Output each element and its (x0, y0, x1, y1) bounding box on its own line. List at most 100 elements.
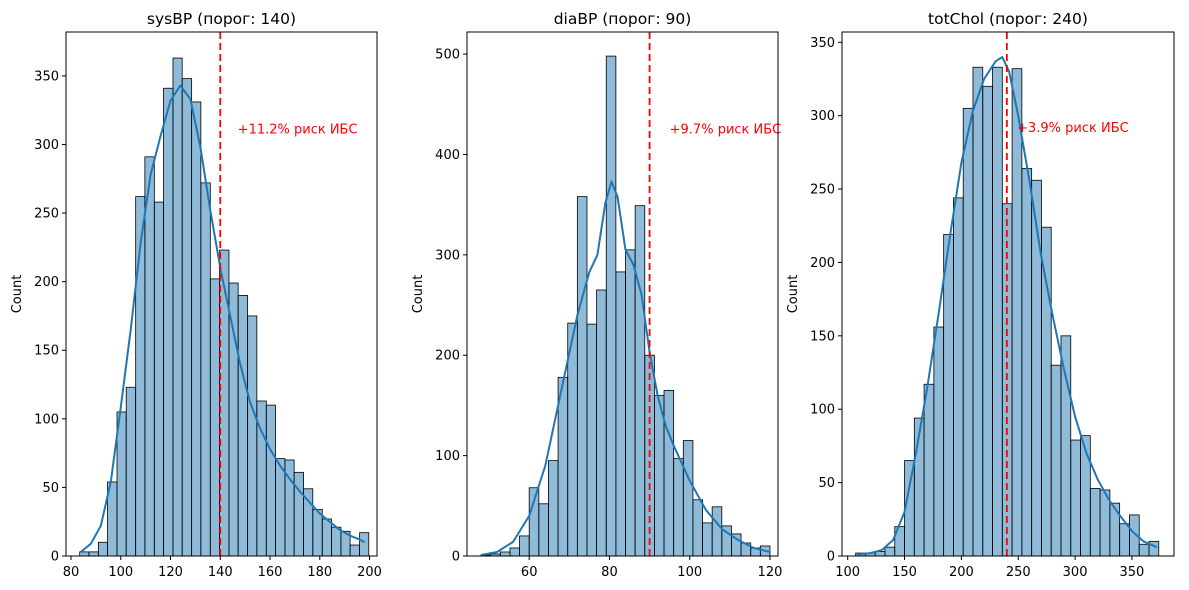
histogram-bar (209, 278, 220, 557)
histogram-bar (933, 326, 945, 557)
histogram-bar (1119, 523, 1130, 557)
histogram-bar (596, 289, 607, 557)
histogram-bar (228, 282, 239, 557)
histogram-bar (711, 506, 723, 557)
histogram-bar (312, 508, 323, 557)
histogram-bar (992, 66, 1003, 557)
histogram-bar (247, 315, 258, 557)
x-tick-label: 180 (307, 565, 332, 580)
histogram-bar (625, 249, 636, 557)
histogram-bar (1031, 179, 1042, 557)
y-tick-label: 500 (435, 48, 460, 63)
histogram-bar (615, 271, 626, 557)
histogram-bar (557, 376, 569, 557)
histogram-bar (237, 294, 249, 557)
y-tick-label: 100 (810, 403, 835, 418)
y-tick-label: 300 (435, 248, 460, 263)
y-tick-label: 250 (34, 207, 59, 222)
histogram-bar (654, 394, 665, 557)
histogram-bar (538, 503, 549, 557)
y-tick-label: 100 (34, 412, 59, 427)
histogram-bar (1138, 543, 1150, 557)
x-tick-label: 60 (521, 565, 538, 580)
kde-curve (856, 56, 1158, 556)
histogram-bar (1060, 335, 1072, 557)
histogram-bar (702, 522, 713, 557)
y-tick-label: 400 (435, 148, 460, 163)
histogram-bar (321, 518, 332, 557)
histogram-bar (200, 182, 211, 557)
histogram-bar (634, 205, 646, 557)
histogram-bar (172, 57, 183, 557)
y-tick-label: 150 (34, 344, 59, 359)
risk-annotation: +11.2% риск ИБС (238, 123, 358, 138)
x-tick-label: 80 (601, 565, 618, 580)
histogram-bar (275, 458, 286, 557)
histogram-bar (88, 551, 99, 557)
x-tick-label: 250 (1006, 565, 1031, 580)
x-tick-label: 100 (108, 565, 133, 580)
y-axis-label: Count (10, 275, 25, 314)
histogram-bar (1021, 168, 1033, 557)
y-tick-label: 350 (810, 36, 835, 51)
histogram-bar (1070, 439, 1081, 557)
x-tick-label: 160 (258, 565, 283, 580)
histogram-bar (962, 107, 974, 557)
kde-curve (80, 84, 366, 553)
y-tick-label: 50 (818, 476, 835, 491)
histogram-bar (1041, 226, 1052, 557)
y-tick-label: 300 (810, 109, 835, 124)
histogram-bar (116, 411, 127, 557)
histogram-bar (349, 544, 360, 557)
chart-title: diaBP (порог: 90) (554, 10, 692, 28)
y-tick-label: 250 (810, 183, 835, 198)
histogram-bar (692, 499, 703, 557)
histogram-bar (359, 532, 370, 557)
histogram-bar (1050, 364, 1062, 557)
y-tick-label: 300 (34, 138, 59, 153)
histogram-bar (1080, 435, 1091, 557)
axes-frame (841, 31, 1175, 557)
x-tick-label: 300 (1063, 565, 1088, 580)
chart-title: sysBP (порог: 140) (147, 10, 296, 28)
histogram-bar (663, 389, 675, 557)
x-tick-label: 100 (677, 565, 702, 580)
subplot-1: +11.2% риск ИБС 80 100 120 140 160 180 200 0 50 10… (10, 10, 382, 580)
histogram-bar (163, 87, 174, 557)
histogram-bar (181, 78, 193, 557)
x-tick-label: 80 (63, 565, 80, 580)
histogram-bar (303, 488, 314, 557)
y-tick-label: 100 (435, 449, 460, 464)
x-tick-label: 140 (208, 565, 233, 580)
y-tick-label: 200 (34, 275, 59, 290)
x-tick-label: 200 (357, 565, 382, 580)
histogram-bar (923, 383, 935, 557)
y-axis-label: Count (786, 275, 801, 314)
axes-frame (466, 31, 779, 557)
subplot-2: +9.7% риск ИБС 60 80 100 120 0 100 200 300 400 500… (411, 10, 782, 580)
risk-annotation: +9.7% риск ИБС (670, 122, 782, 137)
histogram-bar (972, 66, 984, 557)
y-tick-label: 350 (34, 69, 59, 84)
y-tick-label: 0 (452, 550, 460, 565)
chart-title: totChol (порог: 240) (928, 10, 1088, 28)
histogram-bar (509, 547, 520, 557)
histogram-bar (153, 201, 164, 557)
y-tick-label: 0 (827, 550, 835, 565)
histogram-bar (97, 541, 108, 557)
x-tick-label: 200 (949, 565, 974, 580)
x-tick-label: 120 (758, 565, 783, 580)
histogram-bar (982, 85, 993, 557)
histogram-bar (519, 535, 530, 557)
histogram-bar (144, 156, 155, 557)
histogram-bar (605, 55, 617, 557)
y-tick-label: 200 (810, 256, 835, 271)
histogram-bar (1109, 502, 1121, 557)
x-tick-label: 150 (892, 565, 917, 580)
histogram-bar (576, 196, 588, 557)
y-tick-label: 50 (42, 481, 59, 496)
histogram-bar (943, 234, 954, 557)
histogram-bar (79, 551, 90, 557)
subplot-3: +3.9% риск ИБС 100 150 200 250 300 350 0 50 100 15… (786, 10, 1175, 580)
x-tick-label: 100 (835, 565, 860, 580)
